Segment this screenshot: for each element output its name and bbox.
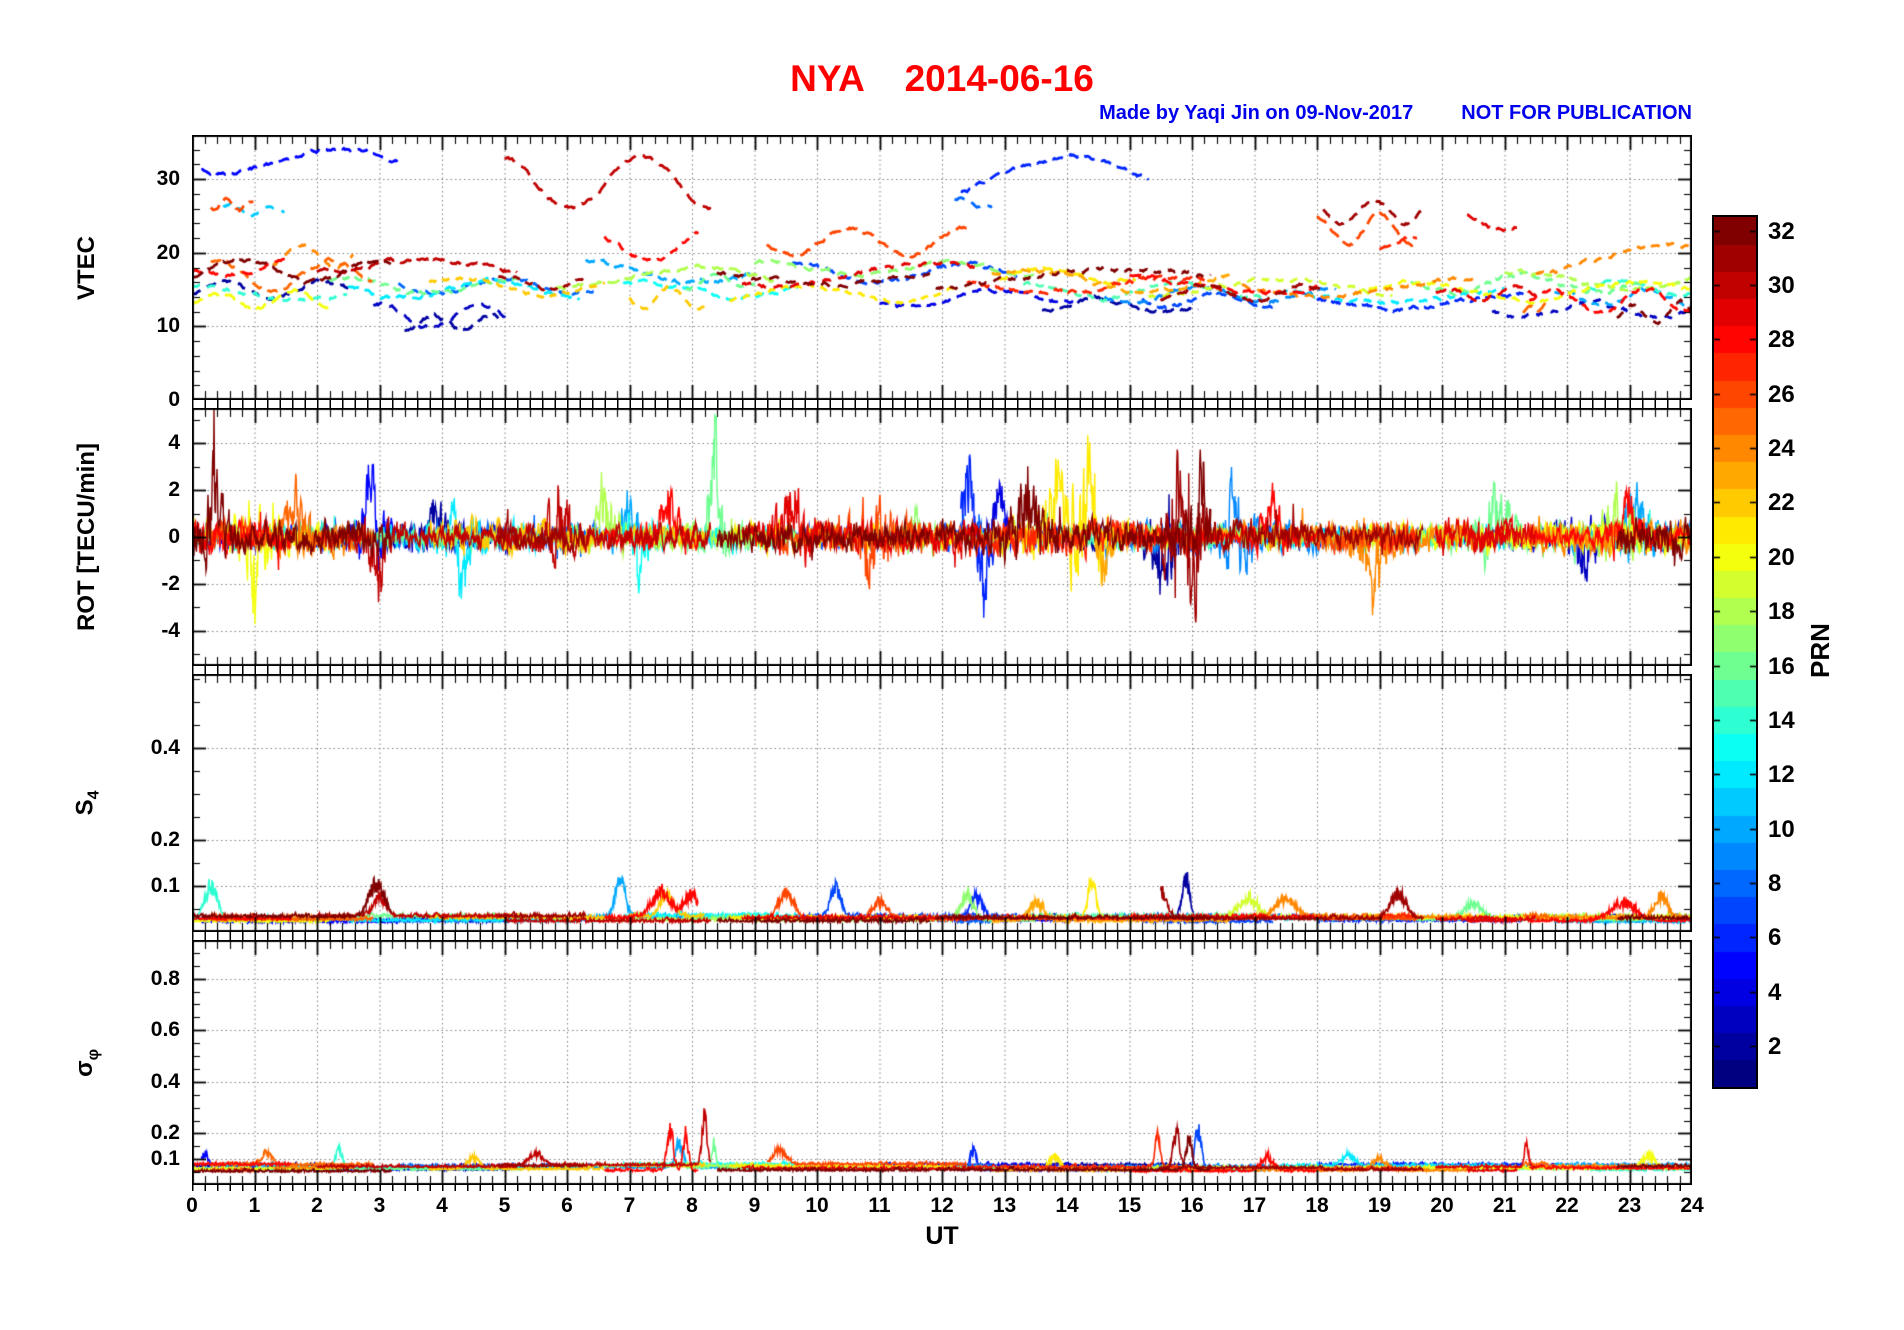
panel-vtec — [192, 135, 1692, 400]
y-tick-label: 0 — [168, 525, 180, 548]
colorbar-label: PRN — [1804, 622, 1835, 678]
x-tick-label: 22 — [1555, 1194, 1579, 1217]
y-tick-label: 2 — [168, 478, 180, 502]
x-tick-label: 19 — [1367, 1194, 1392, 1217]
axis-tick-strip — [192, 1185, 1692, 1191]
panel-s4 — [192, 674, 1692, 932]
colorbar-tick-label: 10 — [1768, 815, 1795, 843]
panel-sigmaphi — [192, 940, 1692, 1185]
y-tick-label: 4 — [168, 431, 180, 455]
y-tick-label: 0.6 — [150, 1018, 180, 1042]
colorbar-tick-label: 6 — [1768, 923, 1782, 951]
y-axis-label-sub-sigmaphi: φ — [84, 1048, 102, 1061]
s4-plot-canvas — [192, 674, 1692, 932]
panel-rot — [192, 408, 1692, 666]
colorbar-tick-label: 14 — [1768, 706, 1795, 734]
y-tick-label: 0.2 — [150, 827, 180, 851]
x-tick-label: 11 — [868, 1194, 891, 1217]
y-tick-label: 0.4 — [150, 1069, 180, 1093]
y-tick-label: 0.1 — [150, 873, 180, 897]
y-axis-label-wrap-s4: S4 — [64, 674, 110, 932]
colorbar-tick-label: 4 — [1768, 978, 1782, 1006]
x-tick-label: 7 — [623, 1194, 636, 1217]
x-tick-label: 10 — [805, 1194, 829, 1217]
colorbar-tick-label: 18 — [1768, 597, 1795, 625]
y-axis-label-rot: ROT [TECU/min] — [73, 443, 101, 631]
y-axis-label-wrap-vtec: VTEC — [64, 135, 110, 400]
y-tick-label: 0.2 — [150, 1121, 180, 1145]
x-tick-label: 4 — [436, 1194, 448, 1217]
y-tick-label: -2 — [161, 571, 180, 595]
x-axis-label: UT — [925, 1222, 959, 1250]
x-tick-label: 15 — [1117, 1194, 1142, 1217]
x-tick-label: 6 — [561, 1194, 573, 1217]
colorbar-axis-label-wrap: PRN — [1798, 560, 1842, 740]
x-tick-label: 12 — [930, 1194, 954, 1217]
x-tick-label: 0 — [186, 1194, 198, 1217]
x-tick-label: 16 — [1180, 1194, 1204, 1217]
colorbar-tick-label: 30 — [1768, 271, 1795, 299]
credit-text: Made by Yaqi Jin on 09-Nov-2017 — [1099, 102, 1414, 124]
axis-tick-strip — [192, 400, 1692, 408]
figure-title: NYA 2014-06-16 — [790, 58, 1094, 99]
y-tick-label: 10 — [156, 314, 180, 338]
y-tick-label: 0.4 — [150, 735, 180, 759]
colorbar-tick-label: 2 — [1768, 1032, 1782, 1060]
colorbar-tick-label: 20 — [1768, 543, 1795, 571]
y-tick-label: 20 — [156, 240, 180, 264]
x-tick-label: 3 — [373, 1194, 386, 1217]
y-axis-label-s4: S4 — [71, 790, 102, 816]
y-axis-label-sub-s4: 4 — [84, 790, 102, 800]
colorbar-canvas — [1714, 217, 1756, 1087]
y-axis-label-wrap-rot: ROT [TECU/min] — [64, 408, 110, 666]
y-axis-label-sigmaphi: σφ — [71, 1048, 102, 1077]
x-tick-label: 5 — [498, 1194, 511, 1217]
x-tick-label: 9 — [748, 1194, 761, 1217]
x-tick-label: 2 — [311, 1194, 323, 1217]
colorbar-tick-label: 8 — [1768, 869, 1782, 897]
x-tick-label: 17 — [1242, 1194, 1267, 1217]
colorbar-frame — [1712, 215, 1758, 1089]
y-tick-label: -4 — [161, 618, 180, 642]
colorbar-tick-label: 12 — [1768, 760, 1795, 788]
axis-tick-strip — [192, 666, 1692, 674]
colorbar-tick-label: 28 — [1768, 325, 1795, 353]
not-for-publication-notice: NOT FOR PUBLICATION — [1461, 102, 1692, 124]
x-tick-label: 20 — [1430, 1194, 1454, 1217]
sigmaphi-plot-canvas — [192, 940, 1692, 1185]
x-tick-label: 21 — [1492, 1194, 1517, 1217]
colorbar-tick-label: 26 — [1768, 380, 1795, 408]
x-tick-label: 18 — [1305, 1194, 1329, 1217]
colorbar-tick-label: 16 — [1768, 652, 1795, 680]
colorbar-tick-label: 24 — [1768, 434, 1795, 462]
colorbar-tick-label: 22 — [1768, 488, 1795, 516]
rot-plot-canvas — [192, 408, 1692, 666]
x-tick-label: 13 — [992, 1194, 1017, 1217]
credit-line: Made by Yaqi Jin on 09-Nov-2017 NOT FOR P… — [192, 102, 1692, 125]
x-tick-label: 24 — [1680, 1194, 1704, 1217]
y-tick-label: 0.8 — [150, 966, 180, 990]
x-tick-label: 1 — [248, 1194, 261, 1217]
axis-tick-strip — [192, 932, 1692, 940]
y-tick-label: 0.1 — [150, 1147, 180, 1171]
x-tick-label: 23 — [1617, 1194, 1642, 1217]
x-tick-label: 8 — [686, 1194, 698, 1217]
y-axis-label-vtec: VTEC — [73, 235, 101, 300]
y-axis-label-wrap-sigmaphi: σφ — [64, 940, 110, 1185]
y-tick-label: 0 — [168, 388, 180, 411]
x-tick-label: 14 — [1055, 1194, 1079, 1217]
vtec-plot-canvas — [192, 135, 1692, 400]
colorbar-tick-label: 32 — [1768, 217, 1795, 245]
y-tick-label: 30 — [156, 167, 180, 191]
